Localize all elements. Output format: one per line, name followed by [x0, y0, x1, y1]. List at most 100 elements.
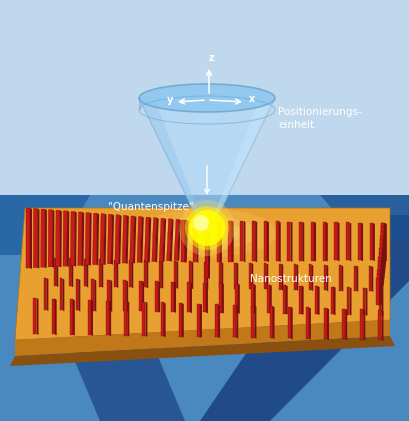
Polygon shape	[88, 300, 91, 335]
Polygon shape	[216, 221, 219, 261]
Polygon shape	[380, 223, 384, 260]
Polygon shape	[137, 216, 142, 262]
Polygon shape	[162, 218, 166, 262]
Polygon shape	[43, 278, 46, 310]
Polygon shape	[0, 195, 90, 255]
Polygon shape	[75, 279, 78, 310]
Polygon shape	[36, 298, 38, 335]
Polygon shape	[181, 220, 184, 262]
Polygon shape	[158, 281, 160, 313]
Polygon shape	[380, 227, 383, 264]
Polygon shape	[161, 261, 163, 289]
Polygon shape	[173, 282, 175, 313]
Polygon shape	[100, 214, 104, 264]
Polygon shape	[113, 259, 116, 287]
Polygon shape	[171, 282, 173, 312]
Polygon shape	[355, 266, 357, 292]
Polygon shape	[207, 98, 274, 233]
Polygon shape	[266, 285, 269, 313]
Polygon shape	[146, 260, 148, 288]
Polygon shape	[122, 216, 126, 263]
Polygon shape	[177, 219, 181, 261]
Polygon shape	[123, 280, 126, 311]
Polygon shape	[380, 236, 382, 270]
Polygon shape	[380, 288, 382, 316]
Polygon shape	[115, 215, 119, 264]
Polygon shape	[236, 305, 238, 338]
Polygon shape	[142, 302, 145, 336]
Polygon shape	[265, 263, 267, 290]
Polygon shape	[33, 208, 37, 268]
Polygon shape	[48, 210, 52, 267]
Polygon shape	[250, 284, 253, 313]
Polygon shape	[233, 305, 236, 338]
Polygon shape	[285, 285, 287, 314]
Polygon shape	[118, 215, 121, 264]
Polygon shape	[129, 216, 134, 263]
Polygon shape	[269, 285, 271, 314]
Polygon shape	[140, 216, 144, 263]
Polygon shape	[378, 288, 380, 315]
Polygon shape	[78, 279, 80, 312]
Polygon shape	[145, 302, 147, 337]
Polygon shape	[301, 285, 303, 315]
Polygon shape	[378, 253, 381, 284]
Polygon shape	[333, 222, 337, 261]
Polygon shape	[45, 209, 47, 268]
Polygon shape	[380, 261, 382, 292]
Text: z: z	[208, 53, 213, 63]
Polygon shape	[263, 263, 265, 289]
Polygon shape	[103, 214, 106, 265]
Polygon shape	[236, 263, 238, 290]
Polygon shape	[125, 216, 128, 264]
Polygon shape	[381, 253, 383, 285]
Polygon shape	[314, 286, 317, 314]
Polygon shape	[376, 269, 379, 298]
Polygon shape	[298, 222, 301, 261]
Polygon shape	[378, 310, 380, 340]
Polygon shape	[252, 221, 254, 261]
Polygon shape	[379, 278, 380, 306]
Polygon shape	[269, 306, 272, 338]
Polygon shape	[325, 222, 327, 261]
Polygon shape	[377, 265, 380, 295]
Polygon shape	[282, 285, 285, 314]
Polygon shape	[338, 265, 340, 290]
Polygon shape	[101, 259, 103, 288]
Polygon shape	[383, 232, 385, 268]
Polygon shape	[106, 301, 109, 335]
Polygon shape	[357, 223, 360, 260]
Polygon shape	[83, 259, 86, 286]
Polygon shape	[380, 223, 384, 260]
Polygon shape	[348, 222, 351, 261]
Polygon shape	[205, 240, 207, 278]
Polygon shape	[348, 287, 351, 315]
Polygon shape	[67, 211, 69, 267]
Ellipse shape	[137, 208, 276, 258]
Polygon shape	[296, 264, 297, 291]
Polygon shape	[187, 282, 189, 312]
Polygon shape	[337, 222, 339, 261]
Ellipse shape	[139, 84, 274, 112]
Polygon shape	[166, 219, 171, 261]
Polygon shape	[275, 221, 278, 261]
Polygon shape	[131, 260, 133, 288]
Polygon shape	[305, 307, 308, 339]
Circle shape	[184, 206, 229, 250]
Polygon shape	[254, 221, 256, 262]
Polygon shape	[290, 307, 292, 339]
Polygon shape	[360, 223, 362, 261]
Polygon shape	[54, 298, 56, 335]
Polygon shape	[111, 214, 114, 265]
Polygon shape	[62, 278, 64, 311]
Polygon shape	[52, 210, 54, 268]
Polygon shape	[127, 301, 129, 336]
Polygon shape	[126, 280, 128, 312]
Polygon shape	[91, 280, 94, 311]
Polygon shape	[63, 211, 67, 266]
Polygon shape	[184, 220, 188, 261]
Polygon shape	[263, 221, 266, 261]
Polygon shape	[384, 223, 386, 261]
Polygon shape	[344, 309, 346, 340]
Polygon shape	[116, 259, 118, 288]
